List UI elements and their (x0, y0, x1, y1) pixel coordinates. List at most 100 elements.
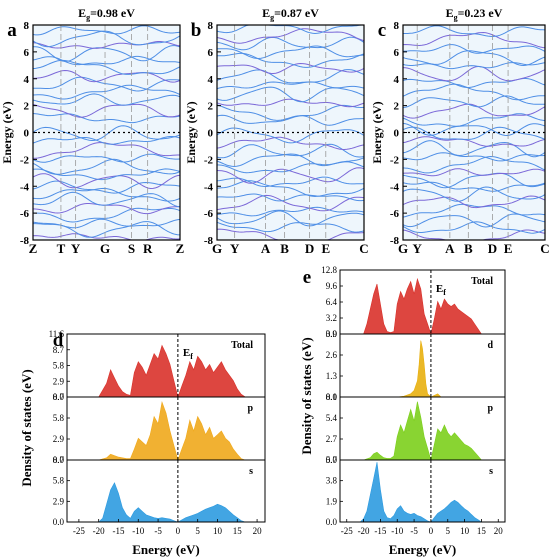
band-line (32, 93, 181, 106)
x-tick-label: -10 (132, 526, 144, 536)
x-tick-label: -20 (358, 526, 370, 536)
band-line (402, 44, 546, 54)
panel-letter: b (191, 20, 202, 41)
panel-title: Eg=0.98 eV (78, 6, 135, 22)
y-tick-label: 9.6 (326, 281, 338, 291)
y-tick-label: 0.0 (326, 329, 338, 339)
y-tick-label: 2.9 (53, 434, 65, 444)
y-tick-label: 8.7 (53, 392, 65, 402)
band-line (216, 98, 365, 108)
x-axis-label: Energy (eV) (132, 542, 200, 557)
y-tick-label: 5.7 (326, 455, 338, 465)
x-tick-label: 0 (176, 526, 181, 536)
band-line (403, 25, 546, 38)
y-tick-label: 0.0 (53, 392, 65, 402)
y-axis-label: Density of states (eV) (299, 337, 314, 454)
x-tick-label: 15 (233, 526, 243, 536)
x-tick-label: E (321, 241, 330, 256)
y-tick-label: 3.9 (326, 329, 338, 339)
band-line (32, 153, 181, 163)
band-line (402, 62, 546, 70)
y-tick-label: -4 (20, 181, 30, 193)
y-tick-label: 8 (24, 20, 30, 32)
y-axis-label: Energy (eV) (184, 101, 198, 163)
x-tick-label: A (261, 241, 271, 256)
dos-area (363, 401, 483, 461)
x-tick-label: Y (230, 241, 240, 256)
x-tick-label: -15 (374, 526, 386, 536)
y-tick-label: 4 (394, 74, 400, 86)
y-tick-label: 6 (394, 47, 400, 59)
band-line (32, 125, 181, 142)
y-tick-label: 0.0 (53, 455, 65, 465)
x-tick-label: Z (176, 241, 185, 256)
y-tick-label: 6.4 (326, 297, 338, 307)
plot-background (217, 25, 364, 240)
band-line (33, 76, 181, 92)
subplot-label: p (247, 403, 253, 414)
y-tick-label: -4 (204, 181, 214, 193)
dos-area (363, 277, 482, 336)
band-line (32, 180, 181, 194)
x-tick-label: Z (29, 241, 38, 256)
band-line (402, 103, 546, 119)
band-line (402, 168, 546, 177)
y-tick-label: 8 (394, 20, 400, 32)
band-line (402, 136, 546, 147)
subplot-label: Total (471, 276, 493, 287)
band-line (402, 155, 546, 174)
y-tick-label: -8 (204, 235, 214, 247)
band-line (32, 207, 181, 223)
y-tick-label: 8.7 (53, 455, 65, 465)
x-tick-label: 5 (446, 526, 451, 536)
y-tick-label: -8 (390, 235, 400, 247)
y-tick-label: 8.1 (326, 392, 337, 402)
band-line (216, 127, 365, 144)
band-line (402, 140, 546, 158)
y-tick-label: 0.0 (326, 517, 338, 527)
band-line (32, 55, 181, 66)
band-line (216, 24, 364, 35)
fermi-label: Ef (436, 283, 446, 297)
x-tick-label: Y (71, 241, 81, 256)
band-line (402, 83, 546, 101)
panel-title: Eg=0.23 eV (446, 6, 503, 22)
y-tick-label: 0.0 (326, 392, 338, 402)
band-line (216, 153, 365, 168)
x-tick-label: -5 (410, 526, 418, 536)
band-line (402, 95, 545, 108)
x-tick-label: C (359, 241, 368, 256)
band-line (216, 176, 364, 188)
y-tick-label: 11.6 (49, 329, 65, 339)
x-tick-label: -10 (391, 526, 403, 536)
panel-letter: d (53, 330, 64, 351)
x-tick-label: B (464, 241, 473, 256)
band-line (32, 136, 181, 145)
y-tick-label: -6 (20, 208, 30, 220)
band-line (216, 28, 365, 44)
y-tick-label: 4 (24, 74, 30, 86)
y-tick-label: -6 (390, 208, 400, 220)
band-line (216, 136, 365, 151)
x-tick-label: G (212, 241, 222, 256)
plot-frame (339, 459, 506, 523)
y-tick-label: 0 (24, 128, 30, 140)
y-tick-label: 6 (208, 47, 214, 59)
subplot-label: s (249, 466, 253, 477)
x-tick-label: D (488, 241, 497, 256)
x-tick-label: -5 (154, 526, 162, 536)
x-tick-label: 20 (253, 526, 263, 536)
panel-letter: e (303, 267, 311, 288)
x-tick-label: -15 (112, 526, 124, 536)
band-line (32, 113, 181, 124)
band-line (32, 30, 181, 48)
dos-area (397, 340, 442, 398)
dos-area (97, 482, 246, 523)
band-line (216, 52, 365, 68)
x-tick-label: 15 (477, 526, 487, 536)
y-tick-label: 2.9 (53, 496, 65, 506)
band-line (216, 36, 365, 51)
band-line (216, 114, 364, 126)
band-line (32, 25, 181, 36)
x-tick-label: -25 (73, 526, 85, 536)
